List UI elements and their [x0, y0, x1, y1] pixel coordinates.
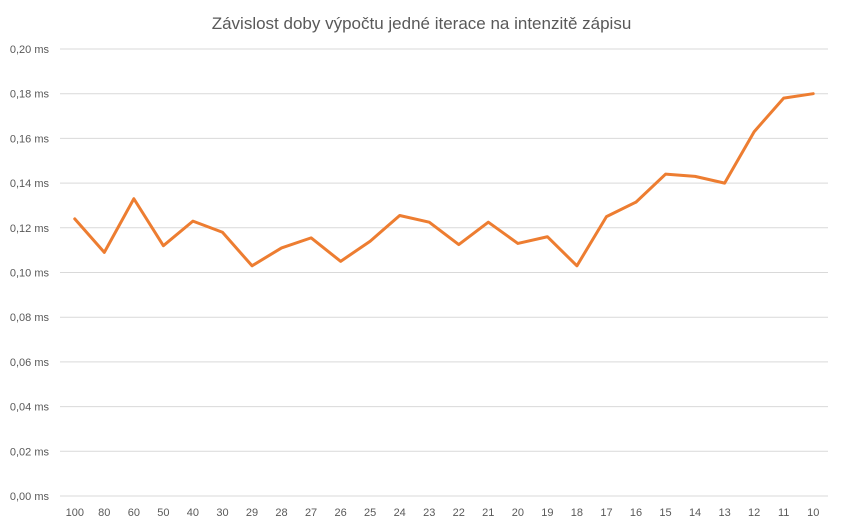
gridlines — [60, 48, 828, 497]
x-tick-label: 29 — [246, 507, 258, 519]
x-axis-ticks: 100 80 60 50 40 30 29 28 27 26 25 24 23 22 21 20 19 18 17 1… — [66, 507, 820, 519]
x-tick-label: 13 — [718, 507, 730, 519]
x-tick-label: 60 — [128, 507, 140, 519]
y-tick-label: 0,00 ms — [10, 491, 50, 503]
x-tick-label: 19 — [541, 507, 553, 519]
x-tick-label: 25 — [364, 507, 376, 519]
x-tick-label: 22 — [453, 507, 465, 519]
y-tick-label: 0,16 ms — [10, 133, 50, 145]
y-tick-label: 0,18 ms — [10, 89, 50, 101]
x-tick-label: 50 — [157, 507, 169, 519]
x-tick-label: 100 — [66, 507, 84, 519]
y-tick-label: 0,02 ms — [10, 446, 50, 458]
x-tick-label: 23 — [423, 507, 435, 519]
y-tick-label: 0,20 ms — [10, 44, 50, 56]
x-tick-label: 10 — [807, 507, 819, 519]
y-tick-label: 0,06 ms — [10, 357, 50, 369]
y-axis-ticks: 0,00 ms 0,02 ms 0,04 ms 0,06 ms 0,08 ms 0,10 … — [10, 44, 50, 503]
x-tick-label: 30 — [216, 507, 228, 519]
x-tick-label: 14 — [689, 507, 701, 519]
x-tick-label: 24 — [394, 507, 406, 519]
x-tick-label: 40 — [187, 507, 199, 519]
x-tick-label: 16 — [630, 507, 642, 519]
x-tick-label: 21 — [482, 507, 494, 519]
chart-title: Závislost doby výpočtu jedné iterace na … — [212, 14, 632, 33]
y-tick-label: 0,12 ms — [10, 223, 50, 235]
x-tick-label: 18 — [571, 507, 583, 519]
x-tick-label: 80 — [98, 507, 110, 519]
x-tick-label: 15 — [659, 507, 671, 519]
x-tick-label: 11 — [778, 507, 789, 519]
y-tick-label: 0,08 ms — [10, 312, 50, 324]
x-tick-label: 20 — [512, 507, 524, 519]
y-tick-label: 0,14 ms — [10, 178, 50, 190]
y-tick-label: 0,04 ms — [10, 402, 50, 414]
y-tick-label: 0,10 ms — [10, 268, 50, 280]
x-tick-label: 12 — [748, 507, 760, 519]
x-tick-label: 28 — [275, 507, 287, 519]
x-tick-label: 17 — [600, 507, 612, 519]
x-tick-label: 26 — [334, 507, 346, 519]
x-tick-label: 27 — [305, 507, 317, 519]
series-layer — [73, 92, 815, 268]
series-line — [73, 92, 815, 268]
